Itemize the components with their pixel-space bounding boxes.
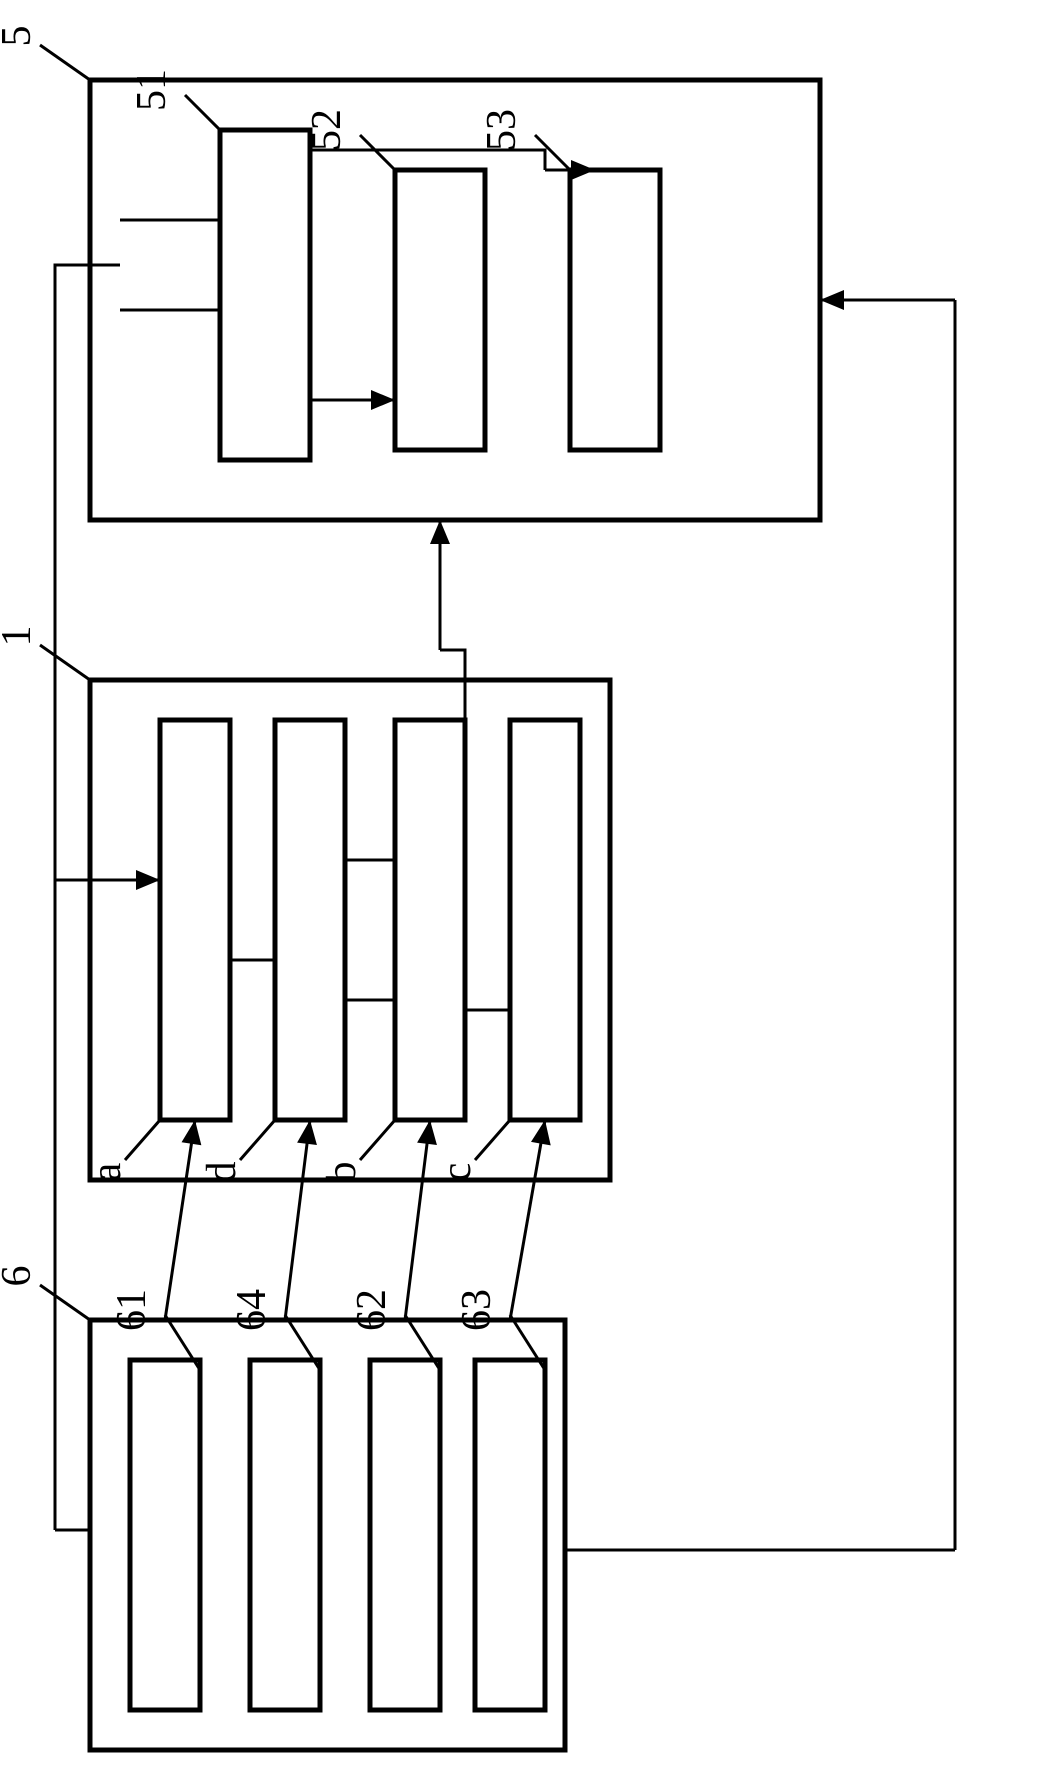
label-5: 5 [0, 26, 40, 47]
block-b [395, 720, 465, 1120]
leader-line [40, 645, 90, 680]
block-62 [370, 1360, 440, 1710]
label-6: 6 [0, 1266, 40, 1287]
block-53 [570, 170, 660, 450]
label-62: 62 [349, 1289, 395, 1331]
label-51: 51 [129, 69, 175, 111]
label-1: 1 [0, 626, 40, 647]
label-c: c [434, 1163, 480, 1182]
label-63: 63 [454, 1289, 500, 1331]
label-d: d [199, 1162, 245, 1183]
block-61 [130, 1360, 200, 1710]
block-d [275, 720, 345, 1120]
leader-line [40, 1285, 90, 1320]
block-a [160, 720, 230, 1120]
leader-line [40, 45, 90, 80]
label-b: b [319, 1162, 365, 1183]
label-61: 61 [109, 1289, 155, 1331]
block-63 [475, 1360, 545, 1710]
block-c [510, 720, 580, 1120]
label-a: a [84, 1162, 130, 1181]
block-51 [220, 130, 310, 460]
block-64 [250, 1360, 320, 1710]
label-52: 52 [304, 109, 350, 151]
label-64: 64 [229, 1289, 275, 1331]
arrowhead [430, 520, 450, 544]
arrowhead [820, 290, 844, 310]
block-52 [395, 170, 485, 450]
label-53: 53 [479, 109, 525, 151]
